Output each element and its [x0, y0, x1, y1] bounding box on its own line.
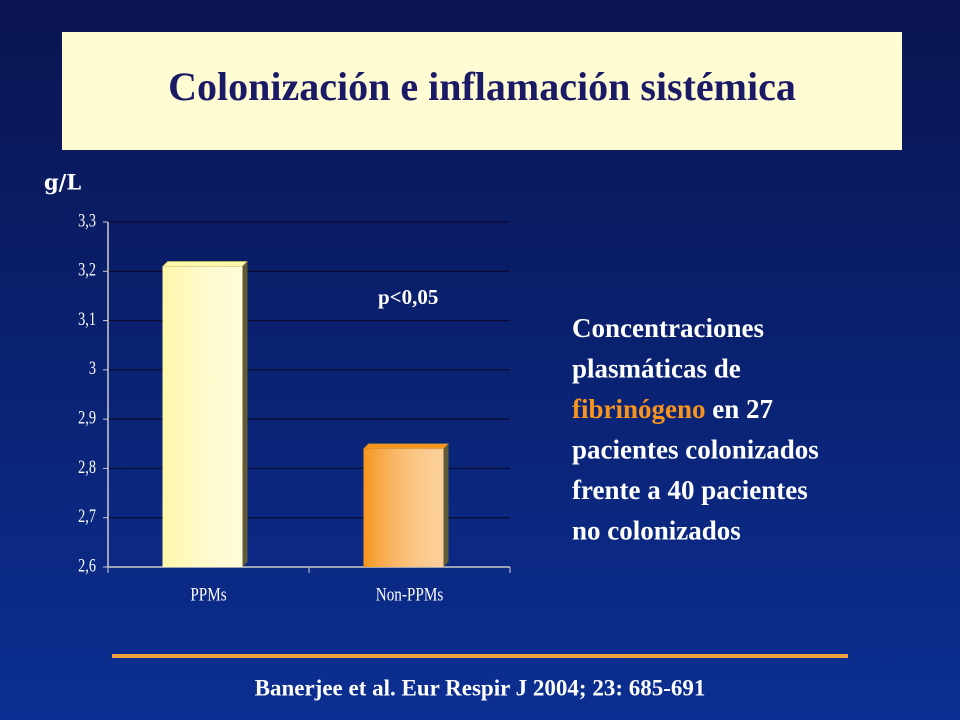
description-text: fibrinógeno — [572, 394, 706, 424]
y-tick-label: 3 — [89, 357, 96, 378]
y-tick-label: 3,3 — [78, 209, 96, 230]
description-text: Concentraciones — [572, 313, 764, 343]
title-box — [62, 32, 902, 150]
x-tick-label: PPMs — [190, 584, 227, 605]
description-text: pacientes colonizados — [572, 435, 819, 465]
bar-top — [161, 261, 249, 267]
chart-title: Colonización e inflamación sistémica — [168, 64, 796, 109]
bar-side — [242, 261, 248, 567]
y-tick-label: 3,1 — [78, 308, 96, 329]
bar-side — [443, 443, 449, 567]
description: Concentraciones plasmáticas de fibrinógeno… — [572, 313, 819, 546]
y-tick-label: 2,8 — [78, 456, 96, 477]
description-text: en 27 — [706, 394, 774, 424]
citation: Banerjee et al. Eur Respir J 2004; 23: 6… — [255, 675, 706, 700]
bar-top — [362, 443, 450, 450]
annotation: p<0,05 — [378, 285, 438, 309]
bar-shine — [363, 448, 444, 567]
plot-area: 2,6 2,7 2,8 2,9 3 3,1 3,2 3,3 PPMs Non-PPMs — [78, 209, 511, 605]
y-tick-label: 3,2 — [78, 259, 96, 280]
description-text: frente a 40 pacientes — [572, 475, 808, 505]
y-tick-label: 2,6 — [78, 554, 96, 575]
y-axis-label: g/L — [44, 170, 81, 195]
description-text: no colonizados — [572, 516, 741, 546]
bar-shine — [162, 266, 243, 567]
description-text: plasmáticas de — [572, 354, 741, 384]
y-tick-label: 2,7 — [78, 505, 96, 526]
y-tick-label: 2,9 — [78, 407, 96, 428]
x-tick-label: Non-PPMs — [376, 584, 444, 605]
